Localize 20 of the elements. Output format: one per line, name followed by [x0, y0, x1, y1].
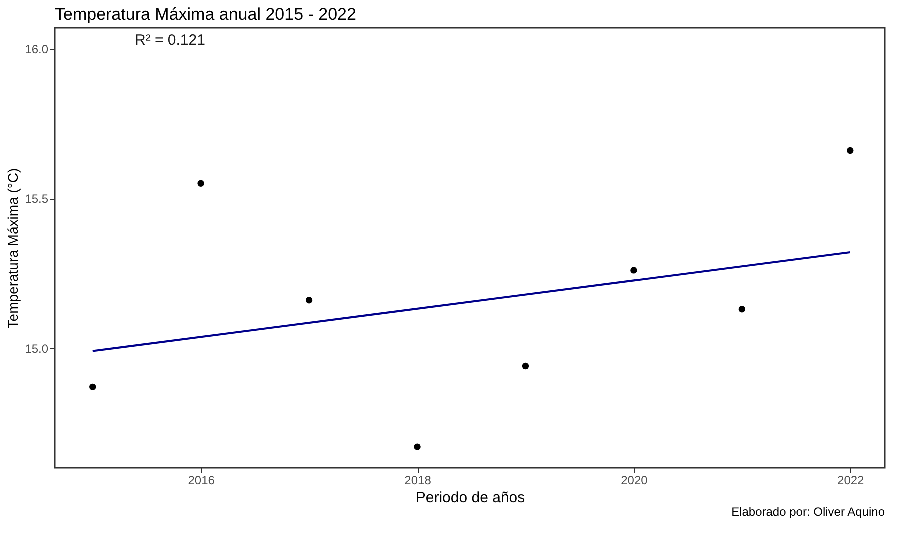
text: Elaborado por: Oliver Aquino — [732, 505, 886, 519]
x-tick-label: 2020 — [621, 474, 648, 488]
y-tick-label: 15.0 — [25, 342, 49, 356]
point — [847, 147, 854, 154]
y-tick-label: 15.5 — [25, 192, 49, 206]
x-axis-title: Periodo de años — [416, 490, 526, 506]
y-axis-title: Temperatura Máxima (°C) — [5, 168, 22, 329]
x-tick-label: 2016 — [188, 474, 216, 488]
point — [414, 444, 421, 450]
x-tick-label: 2018 — [404, 474, 432, 488]
annotation: R² = 0.121 — [135, 32, 206, 49]
chart-title: Temperatura Máxima anual 2015 - 2022 — [55, 5, 356, 24]
point — [306, 297, 313, 304]
y-tick-label: 16.0 — [25, 42, 49, 56]
point — [738, 306, 746, 313]
point — [630, 267, 638, 274]
x-tick-label: 2022 — [838, 474, 865, 488]
point — [198, 180, 204, 187]
point — [90, 384, 96, 391]
point — [522, 362, 530, 370]
